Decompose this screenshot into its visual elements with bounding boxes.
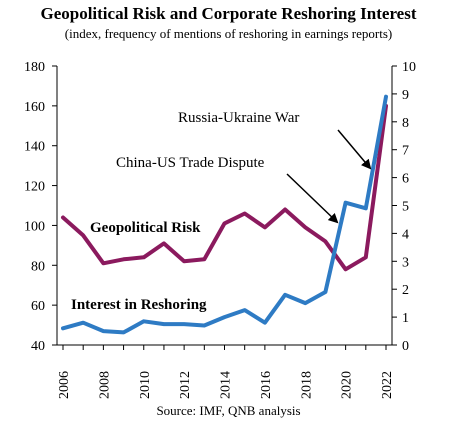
x-tick-label: 2020 <box>340 371 355 399</box>
y-left-tick-label: 40 <box>31 339 45 354</box>
chart-subtitle: (index, frequency of mentions of reshori… <box>64 26 393 41</box>
annotation-arrow-china-us <box>286 173 339 224</box>
x-tick-label: 2008 <box>97 371 112 399</box>
y-right-tick-label: 2 <box>402 283 409 298</box>
y-left-tick-label: 180 <box>24 60 45 75</box>
x-tick-label: 2014 <box>219 371 234 399</box>
y-left-tick-label: 160 <box>24 100 45 115</box>
series-line-geopolitical-risk <box>61 103 388 272</box>
y-right-tick-label: 8 <box>402 116 409 131</box>
y-left-tick-label: 60 <box>31 299 45 314</box>
annotation-russia-ukraine-war: Russia-Ukraine War <box>178 110 299 126</box>
y-left-tick-label: 140 <box>24 140 45 155</box>
y-right-tick-label: 6 <box>402 172 409 187</box>
series-line-interest-in-reshoring <box>61 94 388 335</box>
x-tick-label: 2018 <box>299 371 314 399</box>
y-right-tick-label: 9 <box>402 88 409 103</box>
x-tick-label: 2016 <box>259 371 274 399</box>
x-tick-label: 2012 <box>178 371 193 399</box>
y-right-tick-label: 1 <box>402 311 409 326</box>
x-tick-label: 2022 <box>380 371 395 399</box>
y-right-tick-label: 5 <box>402 200 409 215</box>
y-right-tick-label: 3 <box>402 255 409 270</box>
chart-title: Geopolitical Risk and Corporate Reshorin… <box>40 4 417 23</box>
chart-source: Source: IMF, QNB analysis <box>156 403 301 418</box>
y-left-tick-label: 80 <box>31 259 45 274</box>
y-right-tick-label: 0 <box>402 339 409 354</box>
series-label-interest-in-reshoring: Interest in Reshoring <box>71 297 207 313</box>
annotation-china-us-trade-dispute: China-US Trade Dispute <box>116 155 265 171</box>
annotation-arrow-russia-ukraine <box>337 129 372 170</box>
series-label-geopolitical-risk: Geopolitical Risk <box>90 220 201 236</box>
y-right-tick-label: 7 <box>402 144 409 159</box>
y-left-tick-label: 120 <box>24 180 45 195</box>
y-left-tick-label: 100 <box>24 219 45 234</box>
x-tick-label: 2010 <box>138 371 153 399</box>
y-right-tick-label: 10 <box>402 60 416 75</box>
y-right-tick-label: 4 <box>402 227 409 242</box>
x-tick-label: 2006 <box>57 371 72 399</box>
